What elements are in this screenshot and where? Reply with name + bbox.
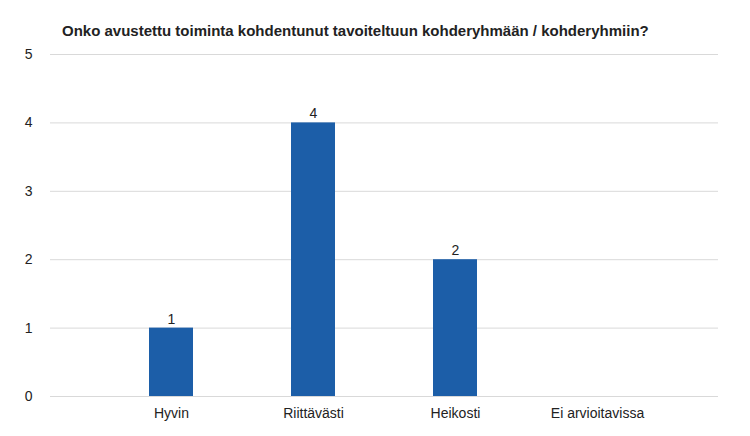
svg-text:4: 4: [310, 105, 318, 121]
svg-text:2: 2: [25, 251, 33, 267]
svg-text:Riittävästi: Riittävästi: [283, 405, 344, 421]
svg-text:2: 2: [452, 242, 460, 258]
svg-text:0: 0: [25, 388, 33, 404]
svg-text:1: 1: [25, 320, 33, 336]
svg-text:4: 4: [25, 114, 33, 130]
svg-text:5: 5: [25, 46, 33, 62]
svg-text:Hyvin: Hyvin: [154, 405, 189, 421]
svg-text:Ei arvioitavissa: Ei arvioitavissa: [551, 405, 645, 421]
svg-text:Heikosti: Heikosti: [431, 405, 481, 421]
svg-text:1: 1: [168, 311, 176, 327]
svg-text:3: 3: [25, 183, 33, 199]
html-text:Onko avustettu toiminta kohden: Onko avustettu toiminta kohdentunut tavo…: [62, 22, 649, 39]
